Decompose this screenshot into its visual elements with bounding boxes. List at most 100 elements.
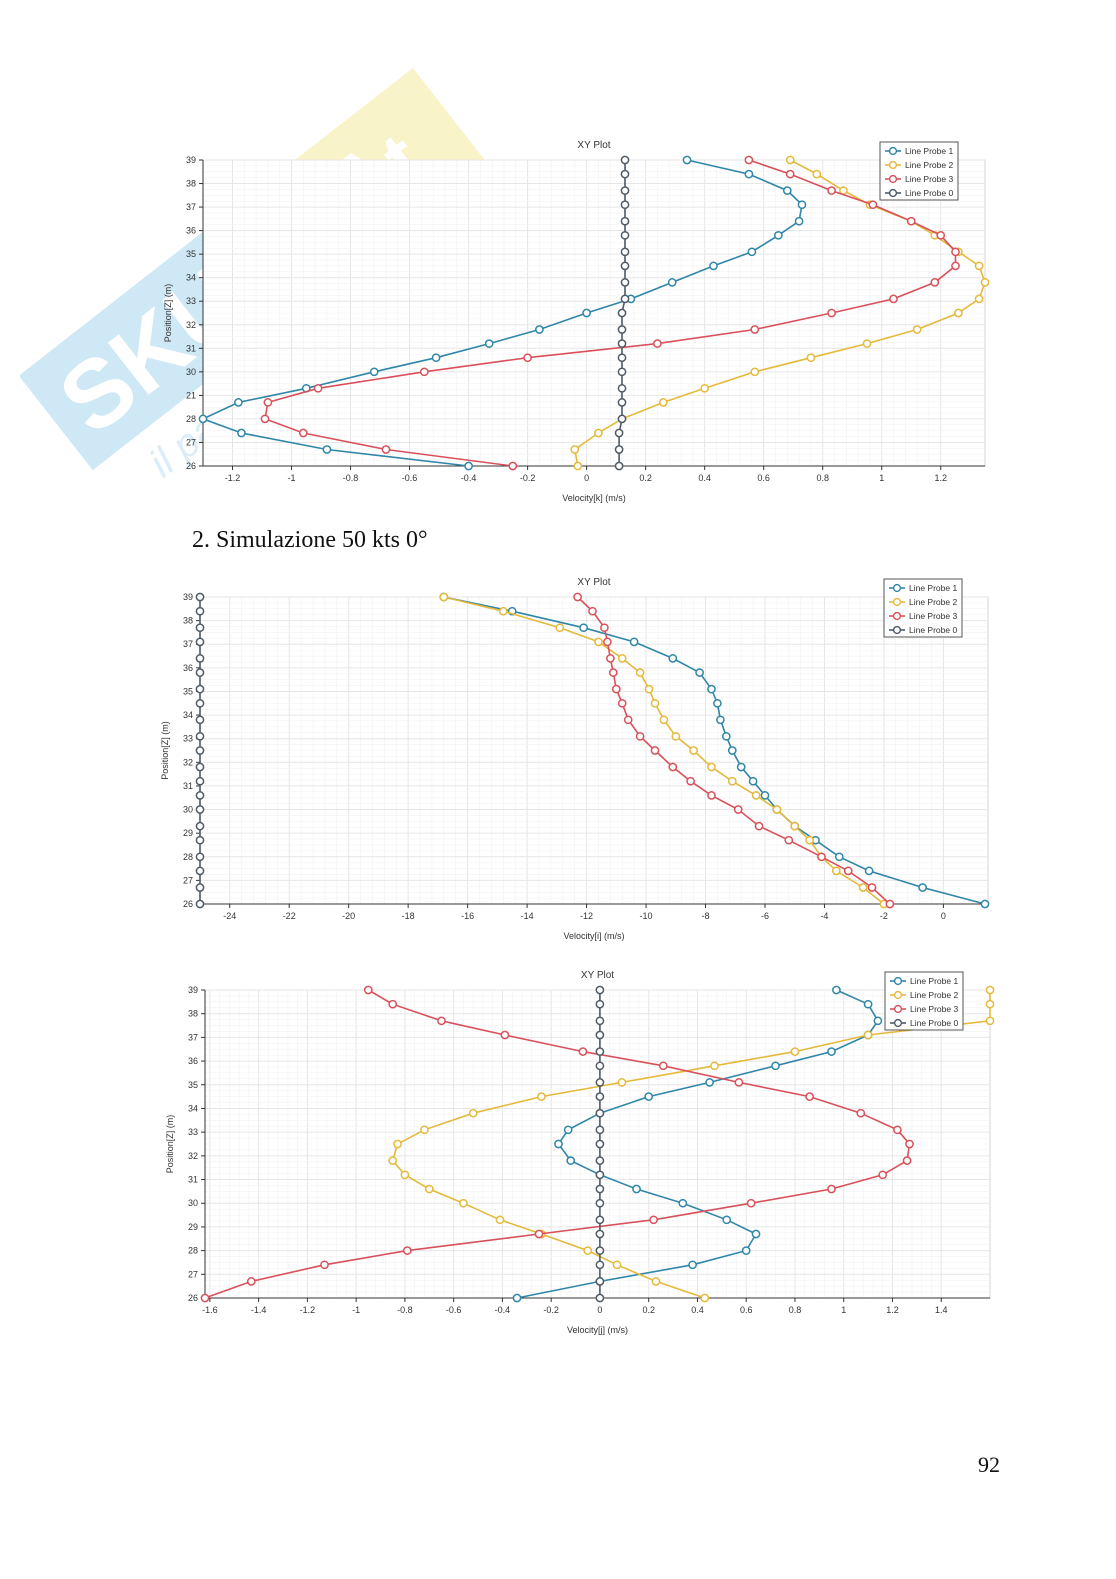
chart0-y-tick-label: 36 — [186, 226, 196, 236]
chart2-point-line-probe-0 — [595, 985, 605, 995]
chart2-y-tick-label: 28 — [188, 1246, 198, 1256]
chart0-point-line-probe-0 — [620, 261, 630, 271]
chart2-point-line-probe-0 — [595, 1092, 605, 1101]
chart0-legend-label-line-probe-1: Line Probe 1 — [905, 146, 953, 156]
chart2-point-line-probe-0 — [595, 1198, 605, 1208]
chart2-point-line-probe-0 — [595, 1170, 605, 1180]
chart2-point-line-probe-3 — [827, 1184, 836, 1194]
chart0-y-tick-label: 28 — [186, 414, 196, 424]
chart0-point-line-probe-3 — [523, 353, 532, 363]
chart1-point-line-probe-1 — [629, 637, 639, 647]
chart0-point-line-probe-1 — [667, 278, 677, 287]
chart0-point-line-probe-1 — [369, 367, 379, 377]
chart1-point-line-probe-2 — [831, 866, 841, 876]
chart0-point-line-probe-0 — [620, 186, 630, 195]
chart0-point-line-probe-1 — [198, 414, 208, 424]
chart1-legend-marker-line-probe-3 — [892, 611, 902, 621]
chart0-legend-label-line-probe-0: Line Probe 0 — [905, 188, 953, 198]
chart2-legend-label-line-probe-1: Line Probe 1 — [910, 976, 958, 986]
chart1-point-line-probe-0 — [195, 746, 205, 755]
chart1-point-line-probe-0 — [195, 805, 205, 814]
chart2-legend-marker-line-probe-1 — [893, 976, 903, 986]
chart2-point-line-probe-2 — [459, 1198, 468, 1208]
chart1-y-tick-label: 37 — [183, 639, 193, 649]
chart2-point-line-probe-3 — [658, 1061, 668, 1071]
chart1-point-line-probe-2 — [498, 606, 508, 616]
chart2-point-line-probe-1 — [688, 1260, 697, 1270]
section-heading: 2. Simulazione 50 kts 0° — [192, 527, 428, 553]
chart0-x-tick-label: 1.2 — [934, 473, 947, 483]
chart2-point-line-probe-2 — [651, 1277, 661, 1286]
chart0-point-line-probe-2 — [974, 294, 984, 304]
chart2-x-tick-label: -1.6 — [202, 1305, 218, 1315]
chart2-point-line-probe-1 — [873, 1016, 883, 1026]
chart0-legend-marker-line-probe-1 — [888, 146, 898, 156]
chart0-point-line-probe-0 — [620, 169, 630, 179]
chart1-point-line-probe-2 — [727, 776, 737, 786]
chart-velocity-j: -1.6 -1.4 -1.2 -1 -0.8 -0.6 -0.4 -0.2 0 0.2 0.4 0.6… — [165, 970, 995, 1335]
chart-velocity-i: -24 -22 -20 -18 -16 -14 -12 -10 -8 -6 -4 -2 02627282… — [160, 577, 990, 941]
chart2-point-line-probe-3 — [200, 1293, 210, 1303]
chart1-point-line-probe-0 — [195, 668, 205, 677]
chart2-x-tick-label: -1.2 — [300, 1305, 316, 1315]
chart2-legend-marker-line-probe-2 — [893, 990, 903, 1000]
chart2-point-line-probe-3 — [805, 1092, 814, 1101]
chart0-y-tick-label: 34 — [186, 273, 196, 283]
chart0-point-line-probe-0 — [620, 230, 630, 240]
chart0-point-line-probe-2 — [750, 367, 760, 377]
chart2-y-tick-label: 29 — [188, 1222, 198, 1232]
chart0-point-line-probe-2 — [806, 353, 816, 363]
chart2-point-line-probe-2 — [700, 1293, 710, 1303]
chart0-point-line-probe-3 — [827, 186, 836, 195]
chart1-point-line-probe-3 — [606, 654, 615, 663]
chart2-y-tick-label: 32 — [188, 1151, 198, 1161]
chart1-y-tick-label: 32 — [183, 757, 193, 767]
chart0-point-line-probe-2 — [573, 461, 583, 471]
chart0-y-axis-label: Position[Z] (m) — [163, 284, 173, 343]
chart1-point-line-probe-2 — [858, 883, 868, 892]
chart0-legend-marker-line-probe-2 — [888, 160, 898, 170]
chart1-point-line-probe-0 — [195, 821, 205, 831]
chart0-point-line-probe-3 — [827, 308, 836, 318]
chart2-x-axis-label: Velocity[j] (m/s) — [567, 1325, 628, 1335]
chart0-point-line-probe-1 — [234, 398, 243, 407]
chart0-point-line-probe-2 — [658, 398, 668, 407]
chart1-point-line-probe-2 — [594, 637, 603, 647]
chart2-point-line-probe-1 — [827, 1047, 836, 1056]
chart2-point-line-probe-2 — [985, 1016, 995, 1026]
chart1-point-line-probe-0 — [195, 698, 205, 708]
chart2-point-line-probe-3 — [363, 985, 373, 995]
chart2-point-line-probe-0 — [595, 1277, 605, 1286]
chart1-point-line-probe-2 — [707, 762, 716, 772]
chart1-point-line-probe-3 — [608, 668, 618, 677]
chart1-y-tick-label: 27 — [183, 875, 193, 885]
chart1-point-line-probe-0 — [195, 852, 205, 862]
chart2-point-line-probe-0 — [595, 1229, 605, 1239]
chart1-point-line-probe-1 — [713, 698, 722, 708]
chart1-point-line-probe-2 — [617, 654, 627, 663]
chart2-point-line-probe-0 — [595, 999, 605, 1009]
chart1-point-line-probe-0 — [195, 684, 205, 694]
chart2-point-line-probe-1 — [741, 1246, 751, 1255]
chart1-point-line-probe-0 — [195, 899, 205, 909]
chart2-legend-marker-line-probe-3 — [893, 1004, 903, 1014]
chart2-point-line-probe-3 — [320, 1260, 329, 1270]
chart1-point-line-probe-3 — [603, 637, 612, 647]
chart2-point-line-probe-1 — [722, 1215, 732, 1225]
chart0-series-line-probe-2 — [570, 155, 990, 471]
chart0-point-line-probe-2 — [785, 155, 795, 165]
chart2-y-tick-label: 37 — [188, 1032, 198, 1042]
chart1-legend: Line Probe 1 Line Probe 2 Line Probe 3 Line… — [883, 578, 963, 638]
chart1-point-line-probe-1 — [760, 791, 770, 800]
chart2-series-line-probe-0 — [595, 985, 605, 1303]
chart1-y-tick-label: 36 — [183, 663, 193, 673]
chart0-point-line-probe-0 — [620, 216, 630, 226]
chart1-point-line-probe-3 — [843, 866, 853, 876]
chart0-x-tick-label: -1.2 — [225, 473, 241, 483]
chart2-point-line-probe-3 — [437, 1016, 446, 1026]
chart0-y-tick-label: 37 — [186, 202, 196, 212]
chart1-point-line-probe-0 — [195, 791, 205, 800]
chart2-point-line-probe-3 — [534, 1229, 544, 1239]
chart2-point-line-probe-2 — [424, 1184, 434, 1194]
chart0-point-line-probe-0 — [620, 200, 630, 210]
